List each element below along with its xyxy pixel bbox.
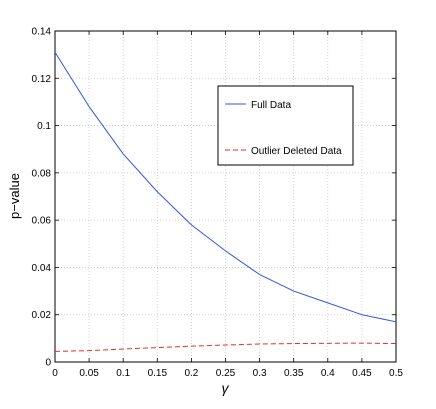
y-tick-label: 0.12	[32, 74, 52, 85]
x-tick-label: 0.25	[216, 368, 236, 379]
data-point-full-data	[54, 52, 55, 53]
series-layer	[54, 52, 397, 352]
legend-label-full-data: Full Data	[251, 100, 291, 111]
data-point-full-data	[157, 191, 158, 192]
x-tick-label: 0.5	[389, 368, 403, 379]
data-point-outlier-deleted-data	[259, 343, 260, 344]
legend-label-outlier-deleted-data: Outlier Deleted Data	[251, 146, 342, 157]
x-tick-label: 0.4	[321, 368, 335, 379]
grid-lines	[55, 31, 396, 362]
data-point-outlier-deleted-data	[157, 347, 158, 348]
data-point-outlier-deleted-data	[191, 346, 192, 347]
y-tick-label: 0.04	[32, 263, 52, 274]
data-point-full-data	[293, 290, 294, 291]
y-tick-label: 0.08	[32, 168, 52, 179]
data-point-outlier-deleted-data	[89, 350, 90, 351]
series-line-full-data	[54, 52, 397, 323]
data-point-full-data	[361, 314, 362, 315]
data-point-outlier-deleted-data	[123, 348, 124, 349]
x-axis-label: γ	[222, 380, 230, 396]
y-tick-label: 0.1	[37, 121, 51, 132]
data-point-outlier-deleted-data	[293, 343, 294, 344]
y-axis-label: p−value	[7, 173, 22, 219]
y-tick-label: 0.02	[32, 310, 52, 321]
y-tick-label: 0	[45, 358, 51, 369]
data-point-full-data	[259, 274, 260, 275]
axis-ticks: 0 0.05 0.1 0.15 0.2 0.25 0.3 0.35 0.4 0.45 0.5 0 0.0…	[32, 27, 404, 380]
x-tick-label: 0.15	[148, 368, 168, 379]
data-point-full-data	[191, 224, 192, 225]
series-line-outlier-deleted-data	[54, 342, 397, 352]
x-tick-label: 0.05	[79, 368, 99, 379]
x-tick-label: 0.1	[116, 368, 130, 379]
x-tick-label: 0	[52, 368, 58, 379]
legend: Full Data Outlier Deleted Data	[217, 85, 354, 166]
data-point-outlier-deleted-data	[54, 351, 55, 352]
x-tick-label: 0.45	[352, 368, 372, 379]
x-tick-label: 0.35	[284, 368, 304, 379]
data-point-full-data	[225, 250, 226, 251]
x-tick-label: 0.2	[184, 368, 198, 379]
data-point-full-data	[327, 302, 328, 303]
y-tick-label: 0.06	[32, 216, 52, 227]
data-point-outlier-deleted-data	[327, 343, 328, 344]
x-tick-label: 0.3	[253, 368, 267, 379]
data-point-full-data	[395, 321, 396, 322]
y-tick-label: 0.14	[32, 27, 52, 38]
data-point-outlier-deleted-data	[361, 342, 362, 343]
data-point-full-data	[89, 106, 90, 107]
legend-box	[217, 85, 354, 166]
data-point-full-data	[123, 153, 124, 154]
data-point-outlier-deleted-data	[395, 343, 396, 344]
data-point-outlier-deleted-data	[225, 344, 226, 345]
